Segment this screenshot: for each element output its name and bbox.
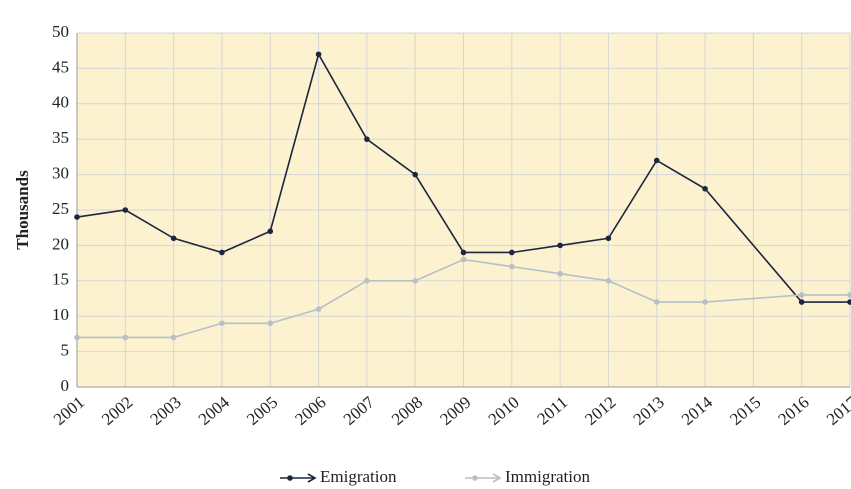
- x-tick-label: 2006: [291, 393, 329, 429]
- data-point: [364, 278, 370, 284]
- data-point: [702, 299, 708, 305]
- data-point: [122, 207, 129, 213]
- y-tick-label: 0: [61, 376, 70, 395]
- data-point: [219, 320, 225, 327]
- data-point: [412, 171, 418, 178]
- data-point: [219, 249, 225, 256]
- data-point: [74, 334, 80, 341]
- x-tick-label: 2009: [436, 393, 474, 429]
- x-tick-label: 2013: [630, 393, 668, 429]
- data-point: [509, 263, 515, 270]
- x-tick-label: 2015: [726, 393, 764, 429]
- data-point: [170, 334, 177, 341]
- x-tick-label: 2012: [581, 393, 619, 429]
- data-point: [74, 214, 80, 220]
- y-tick-label: 20: [52, 234, 69, 253]
- x-tick-label: 2003: [146, 393, 184, 429]
- y-axis-label: Thousands: [13, 170, 32, 250]
- data-point: [847, 292, 851, 298]
- legend-label: Immigration: [505, 467, 590, 486]
- x-tick-label: 2005: [243, 393, 281, 429]
- y-tick-label: 45: [52, 57, 69, 76]
- x-tick-label: 2014: [678, 392, 717, 429]
- data-point: [847, 299, 851, 305]
- data-point: [122, 334, 129, 341]
- data-point: [170, 235, 177, 242]
- x-tick-label: 2001: [50, 393, 88, 429]
- y-tick-label: 10: [52, 305, 69, 324]
- series-line: [77, 258, 850, 339]
- series-line: [76, 52, 850, 303]
- legend-marker: [287, 475, 293, 481]
- y-tick-label: 30: [52, 164, 69, 183]
- y-tick-label: 15: [52, 270, 69, 289]
- data-point: [605, 235, 612, 242]
- data-point: [557, 270, 563, 277]
- legend-marker: [472, 475, 478, 481]
- x-tick-label: 2008: [388, 393, 426, 429]
- x-tick-label: 2004: [195, 392, 234, 429]
- data-point: [460, 249, 467, 256]
- data-point: [557, 242, 563, 249]
- data-point: [267, 228, 274, 235]
- data-point: [653, 299, 660, 305]
- legend-arrow: [492, 473, 502, 483]
- legend-arrow: [307, 473, 317, 483]
- data-point: [460, 256, 467, 263]
- y-tick-label: 5: [61, 341, 70, 360]
- legend-label: Emigration: [320, 467, 397, 486]
- data-point: [798, 292, 805, 298]
- y-tick-label: 25: [52, 199, 69, 218]
- data-point: [315, 51, 322, 58]
- data-point: [702, 185, 708, 192]
- x-tick-label: 2016: [775, 393, 813, 429]
- data-point: [315, 306, 322, 312]
- x-tick-label: 2011: [533, 393, 571, 429]
- y-tick-label: 40: [52, 93, 69, 112]
- x-tick-label: 2017: [823, 392, 851, 429]
- x-tick-label: 2002: [98, 393, 136, 429]
- y-tick-label: 50: [52, 22, 69, 41]
- y-tick-label: 35: [52, 128, 69, 147]
- data-point: [412, 278, 418, 284]
- data-point: [653, 157, 660, 164]
- data-point: [267, 320, 274, 327]
- x-tick-label: 2007: [340, 392, 379, 429]
- data-point: [509, 249, 515, 256]
- data-point: [364, 136, 370, 142]
- data-point: [798, 299, 805, 305]
- data-point: [605, 278, 612, 284]
- x-tick-label: 2010: [485, 393, 523, 429]
